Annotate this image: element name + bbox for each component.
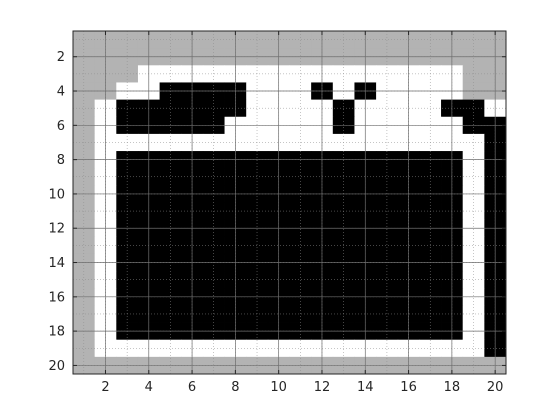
y-tick-label: 2 [57, 50, 65, 65]
heatmap-cell [376, 65, 399, 83]
heatmap-cell [73, 236, 96, 255]
y-tick-label: 8 [57, 153, 65, 168]
x-tick-label: 2 [101, 380, 109, 395]
x-tick-label: 10 [270, 380, 287, 395]
heatmap-cell [376, 339, 399, 358]
x-tick-label: 4 [145, 380, 153, 395]
x-tick-label: 8 [231, 380, 239, 395]
heatmap-cell [462, 31, 485, 49]
heatmap-cell [376, 168, 399, 186]
heatmap-cell [202, 31, 225, 49]
heatmap-cell [159, 99, 182, 118]
heatmap-cell [159, 31, 182, 49]
heatmap-cell [462, 236, 485, 255]
heatmap-cell [462, 271, 485, 289]
heatmap-cell [289, 271, 312, 289]
x-tick-label: 20 [487, 380, 504, 395]
heatmap-cell [246, 271, 269, 289]
heatmap-cell [289, 31, 312, 49]
y-tick-label: 6 [57, 119, 65, 134]
y-tick-label: 18 [48, 325, 65, 340]
heatmap-cell [202, 168, 225, 186]
heatmap-cell [73, 31, 96, 49]
x-tick-label: 14 [357, 380, 374, 395]
heatmap-cell [202, 99, 225, 118]
heatmap-cell [376, 305, 399, 323]
x-tick-label: 12 [314, 380, 331, 395]
axis-ticks [73, 31, 506, 374]
y-tick-label: 16 [48, 290, 65, 305]
axes-frame [72, 30, 507, 375]
heatmap-cell [462, 65, 485, 83]
heatmap-cell [202, 271, 225, 289]
y-tick-label: 4 [57, 85, 65, 100]
heatmap-cell [246, 65, 269, 83]
heatmap-cell [159, 339, 182, 358]
heatmap-cell [73, 339, 96, 358]
heatmap-cell [246, 305, 269, 323]
y-tick-labels: 2 4 6 8 10 12 14 16 18 20 [48, 50, 65, 374]
heatmap-cell [159, 65, 182, 83]
heatmap-cell [73, 99, 96, 118]
x-tick-labels: 2 4 6 8 10 12 14 16 18 20 [101, 380, 503, 395]
x-tick-label: 18 [444, 380, 461, 395]
y-tick-label: 12 [48, 222, 65, 237]
grid-lines [73, 31, 506, 374]
heatmap-cell [73, 271, 96, 289]
x-tick-label: 6 [188, 380, 196, 395]
heatmap-cell [159, 168, 182, 186]
heatmap-cell [462, 305, 485, 323]
heatmap-cell [246, 339, 269, 358]
heatmap-cell [289, 339, 312, 358]
heatmap-cell [246, 99, 269, 118]
y-tick-label: 20 [48, 359, 65, 374]
heatmap-cell [376, 236, 399, 255]
heatmap-cell [376, 31, 399, 49]
heatmap-cell [246, 31, 269, 49]
heatmap-cell [202, 236, 225, 255]
heatmap-cell [462, 99, 485, 118]
heatmap-cell [246, 236, 269, 255]
heatmap-cell [462, 168, 485, 186]
heatmap-cell [73, 65, 96, 83]
heatmap-cell [376, 271, 399, 289]
heatmap-cell [73, 305, 96, 323]
heatmap-cell [289, 236, 312, 255]
x-tick-label: 16 [400, 380, 417, 395]
heatmap-cell [246, 168, 269, 186]
heatmap-cell [202, 65, 225, 83]
y-tick-label: 14 [48, 256, 65, 271]
heatmap-cell [376, 99, 399, 118]
y-tick-label: 10 [48, 187, 65, 202]
heatmap-cell [289, 168, 312, 186]
heatmap-cell [202, 339, 225, 358]
heatmap-cell [289, 99, 312, 118]
heatmap-cell [159, 305, 182, 323]
heatmap-cell [202, 305, 225, 323]
heatmap-cells [73, 31, 507, 375]
heatmap-cell [159, 236, 182, 255]
heatmap-cell [289, 65, 312, 83]
heatmap-cell [73, 168, 96, 186]
heatmap-cell [159, 271, 182, 289]
heatmap-cell [289, 305, 312, 323]
heatmap-cell [462, 339, 485, 358]
